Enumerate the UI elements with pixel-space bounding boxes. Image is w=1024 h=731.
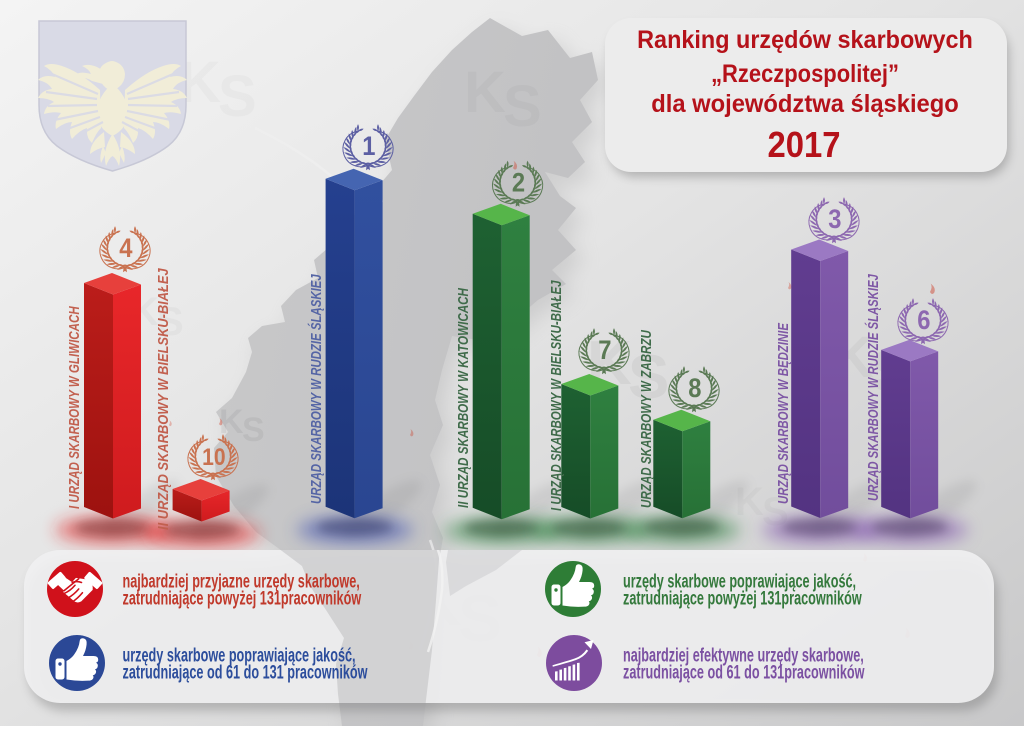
svg-text:2017: 2017: [768, 126, 841, 166]
svg-text:S: S: [503, 74, 542, 139]
svg-text:8: 8: [688, 374, 701, 404]
svg-text:urzędy skarbowe poprawiające j: urzędy skarbowe poprawiające jakość,: [623, 571, 856, 592]
svg-text:6: 6: [917, 306, 930, 336]
svg-text:dla województwa śląskiego: dla województwa śląskiego: [651, 90, 959, 118]
svg-text:7: 7: [598, 336, 611, 366]
svg-text:10: 10: [202, 444, 225, 471]
svg-text:II URZĄD SKARBOWY W KATOWICACH: II URZĄD SKARBOWY W KATOWICACH: [455, 288, 472, 508]
svg-text:4: 4: [119, 234, 132, 264]
svg-text:I URZĄD SKARBOWY W BIELSKU-BIA: I URZĄD SKARBOWY W BIELSKU-BIAŁEJ: [548, 280, 565, 511]
svg-text:S: S: [628, 343, 669, 412]
svg-text:2: 2: [512, 168, 525, 198]
svg-text:zatrudniające powyżej 131praco: zatrudniające powyżej 131pracowników: [123, 588, 362, 609]
svg-text:zatrudniające powyżej 131praco: zatrudniające powyżej 131pracowników: [623, 588, 862, 609]
svg-text:I URZĄD SKARBOWY W GLIWICACH: I URZĄD SKARBOWY W GLIWICACH: [66, 306, 83, 509]
svg-text:S: S: [218, 64, 257, 129]
svg-text:II URZĄD SKARBOWY W BIELSKU-BI: II URZĄD SKARBOWY W BIELSKU-BIAŁEJ: [154, 268, 171, 530]
svg-text:najbardziej efektywne urzędy s: najbardziej efektywne urzędy skarbowe,: [623, 645, 864, 666]
svg-text:zatrudniające od 61 do 131prac: zatrudniające od 61 do 131pracowników: [623, 662, 865, 683]
svg-text:urzędy skarbowe poprawiające j: urzędy skarbowe poprawiające jakość,: [123, 645, 356, 666]
svg-text:K: K: [464, 60, 506, 125]
svg-text:3: 3: [828, 205, 841, 235]
svg-text:URZĄD SKARBOWY W RUDZIE ŚLĄSKI: URZĄD SKARBOWY W RUDZIE ŚLĄSKIEJ: [308, 274, 325, 504]
svg-text:zatrudniające od 61 do 131 pra: zatrudniające od 61 do 131 pracowników: [123, 662, 368, 683]
svg-text:najbardziej przyjazne urzędy s: najbardziej przyjazne urzędy skarbowe,: [123, 571, 360, 592]
svg-text:S: S: [242, 411, 265, 449]
svg-text:Ranking urzędów skarbowych: Ranking urzędów skarbowych: [637, 26, 973, 54]
svg-text:URZĄD SKARBOWY W BĘDZINIE: URZĄD SKARBOWY W BĘDZINIE: [774, 322, 791, 504]
svg-text:„Rzeczpospolitej”: „Rzeczpospolitej”: [711, 60, 899, 88]
svg-text:URZĄD SKARBOWY W RUDZIE ŚLĄSKI: URZĄD SKARBOWY W RUDZIE ŚLĄSKIEJ: [864, 274, 881, 501]
svg-text:1: 1: [362, 132, 375, 162]
svg-text:URZĄD SKARBOWY W ZABRZU: URZĄD SKARBOWY W ZABRZU: [638, 330, 655, 508]
